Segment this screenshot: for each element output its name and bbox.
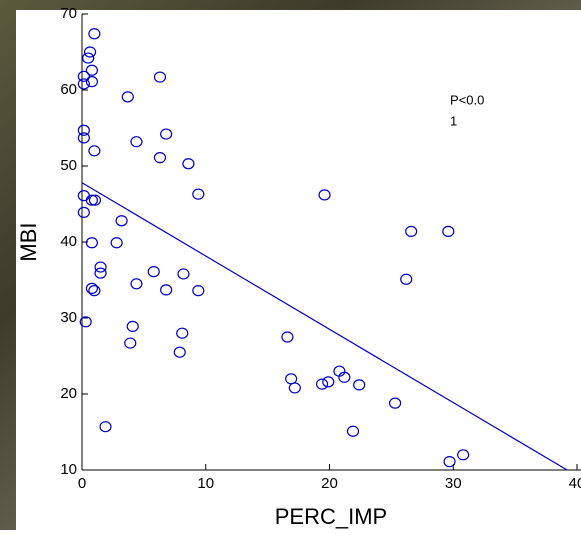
data-point xyxy=(130,278,143,290)
data-point xyxy=(457,449,470,461)
data-point xyxy=(88,194,102,206)
y-tick-label: 40 xyxy=(60,233,77,250)
data-point xyxy=(153,71,167,83)
y-tick-label: 70 xyxy=(60,5,77,22)
data-point xyxy=(77,124,90,136)
data-point xyxy=(85,194,99,206)
y-tick-label: 60 xyxy=(60,81,77,98)
data-point xyxy=(176,327,189,339)
data-point xyxy=(388,397,402,409)
data-point xyxy=(77,132,90,144)
data-point xyxy=(88,285,101,297)
data-point xyxy=(99,421,112,433)
data-point xyxy=(177,268,190,280)
data-point xyxy=(83,46,97,58)
data-point xyxy=(85,76,99,88)
y-axis-label: MBI xyxy=(16,222,41,261)
y-tick-label: 20 xyxy=(60,385,77,402)
x-tick-label: 20 xyxy=(321,475,338,492)
y-tick-label: 30 xyxy=(60,309,77,326)
data-point xyxy=(85,237,99,249)
data-point xyxy=(318,189,331,201)
data-point xyxy=(130,136,143,148)
data-point xyxy=(85,64,99,76)
data-point xyxy=(79,316,92,328)
data-point xyxy=(160,284,173,296)
data-point xyxy=(192,188,205,200)
data-point xyxy=(182,158,195,170)
data-point xyxy=(281,331,294,343)
data-point xyxy=(288,382,301,394)
x-tick-label: 40 xyxy=(569,475,581,492)
data-point xyxy=(126,320,139,332)
y-tick-label: 10 xyxy=(60,461,77,478)
x-tick-label: 10 xyxy=(197,475,214,492)
data-point xyxy=(88,28,101,40)
data-point xyxy=(94,267,107,279)
data-point xyxy=(77,206,90,218)
data-point xyxy=(405,225,418,237)
data-point xyxy=(88,145,101,157)
y-tick-label: 50 xyxy=(60,157,77,174)
annotation: P<0.0 xyxy=(450,92,484,107)
data-point xyxy=(353,379,366,391)
data-point xyxy=(322,376,335,388)
x-tick-label: 0 xyxy=(78,475,86,492)
data-point xyxy=(121,91,134,103)
data-point xyxy=(82,52,95,64)
x-axis-label: PERC_IMP xyxy=(275,504,387,529)
fit-line xyxy=(81,182,568,471)
data-point xyxy=(115,215,128,227)
data-point xyxy=(443,456,456,468)
chart-background xyxy=(16,10,581,530)
data-point xyxy=(85,282,99,294)
data-point xyxy=(147,266,160,278)
annotation: 1 xyxy=(450,113,457,128)
data-point xyxy=(442,225,455,237)
data-point xyxy=(192,285,205,297)
data-point xyxy=(110,237,123,249)
data-point xyxy=(153,152,167,164)
data-point xyxy=(315,378,329,390)
data-point xyxy=(400,273,413,285)
data-point xyxy=(77,78,90,90)
data-point xyxy=(160,128,173,140)
data-point xyxy=(77,70,90,82)
x-tick-label: 30 xyxy=(445,475,462,492)
data-point xyxy=(346,425,360,437)
data-point xyxy=(338,371,351,383)
data-point xyxy=(173,346,186,358)
data-point xyxy=(94,261,107,273)
data-point xyxy=(124,337,137,349)
